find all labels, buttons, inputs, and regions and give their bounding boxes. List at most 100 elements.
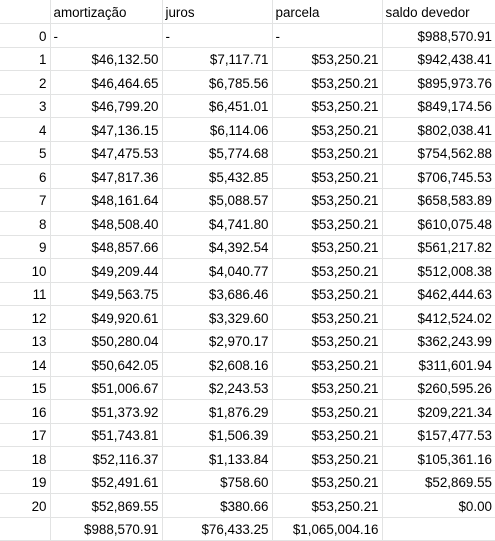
index-cell[interactable]: 15 <box>0 376 51 400</box>
parcela-cell[interactable]: $53,250.21 <box>272 70 383 95</box>
index-cell[interactable]: 20 <box>0 493 51 518</box>
parcela-cell[interactable]: $53,250.21 <box>272 329 383 353</box>
juros-cell[interactable]: $2,970.17 <box>162 329 273 353</box>
saldo-devedor-cell[interactable]: $610,075.48 <box>382 211 495 236</box>
index-cell[interactable]: 9 <box>0 235 51 259</box>
saldo-devedor-cell[interactable]: $802,038.41 <box>382 117 495 142</box>
amortizacao-cell[interactable]: $46,799.20 <box>50 94 163 118</box>
parcela-cell[interactable]: $53,250.21 <box>272 305 383 330</box>
juros-cell[interactable]: $7,117.71 <box>162 47 273 71</box>
index-cell[interactable]: 11 <box>0 282 51 306</box>
index-cell[interactable]: 2 <box>0 70 51 95</box>
index-cell[interactable]: 0 <box>0 23 51 48</box>
parcela-cell[interactable]: $53,250.21 <box>272 446 383 471</box>
index-cell[interactable]: 7 <box>0 188 51 212</box>
index-cell[interactable]: 5 <box>0 141 51 165</box>
parcela-cell[interactable]: $53,250.21 <box>272 235 383 259</box>
saldo-devedor-cell[interactable]: $260,595.26 <box>382 376 495 400</box>
total-amortizacao-cell[interactable]: $988,570.91 <box>50 517 163 541</box>
index-cell[interactable]: 3 <box>0 94 51 118</box>
parcela-cell[interactable]: $53,250.21 <box>272 47 383 71</box>
amortizacao-cell[interactable]: $47,136.15 <box>50 117 163 142</box>
saldo-devedor-cell[interactable]: $52,869.55 <box>382 470 495 494</box>
juros-cell[interactable]: $6,785.56 <box>162 70 273 95</box>
juros-cell[interactable]: $5,774.68 <box>162 141 273 165</box>
index-cell[interactable]: 12 <box>0 305 51 330</box>
parcela-cell[interactable]: $53,250.21 <box>272 94 383 118</box>
parcela-cell[interactable]: $53,250.21 <box>272 470 383 494</box>
parcela-cell[interactable]: $53,250.21 <box>272 423 383 447</box>
juros-cell[interactable]: $5,088.57 <box>162 188 273 212</box>
saldo-devedor-cell[interactable]: $706,745.53 <box>382 164 495 189</box>
parcela-cell[interactable]: $53,250.21 <box>272 211 383 236</box>
index-cell[interactable]: 16 <box>0 399 51 424</box>
saldo-devedor-cell[interactable]: $988,570.91 <box>382 23 495 48</box>
index-cell[interactable]: 19 <box>0 470 51 494</box>
saldo-devedor-cell[interactable]: $754,562.88 <box>382 141 495 165</box>
amortizacao-cell[interactable]: $48,161.64 <box>50 188 163 212</box>
index-cell[interactable]: 17 <box>0 423 51 447</box>
index-cell[interactable]: 13 <box>0 329 51 353</box>
juros-cell[interactable]: $1,506.39 <box>162 423 273 447</box>
saldo-devedor-cell[interactable]: $849,174.56 <box>382 94 495 118</box>
amortizacao-cell[interactable]: $51,373.92 <box>50 399 163 424</box>
juros-cell[interactable]: $3,329.60 <box>162 305 273 330</box>
parcela-cell[interactable]: $53,250.21 <box>272 352 383 377</box>
saldo-devedor-cell[interactable]: $362,243.99 <box>382 329 495 353</box>
amortizacao-cell[interactable]: $52,869.55 <box>50 493 163 518</box>
amortizacao-cell[interactable]: $47,817.36 <box>50 164 163 189</box>
juros-cell[interactable]: $4,741.80 <box>162 211 273 236</box>
parcela-cell[interactable]: $53,250.21 <box>272 376 383 400</box>
header-cell-saldo-devedor[interactable]: saldo devedor <box>382 0 495 24</box>
parcela-cell[interactable]: $53,250.21 <box>272 141 383 165</box>
total-parcela-cell[interactable]: $1,065,004.16 <box>272 517 383 541</box>
juros-cell[interactable]: $4,392.54 <box>162 235 273 259</box>
amortizacao-cell[interactable]: $49,563.75 <box>50 282 163 306</box>
index-cell[interactable]: 8 <box>0 211 51 236</box>
amortizacao-cell[interactable]: $48,857.66 <box>50 235 163 259</box>
juros-cell[interactable]: - <box>162 23 273 48</box>
juros-cell[interactable]: $2,243.53 <box>162 376 273 400</box>
saldo-devedor-cell[interactable]: $412,524.02 <box>382 305 495 330</box>
totals-empty-cell[interactable] <box>382 517 495 541</box>
saldo-devedor-cell[interactable]: $105,361.16 <box>382 446 495 471</box>
index-cell[interactable]: 18 <box>0 446 51 471</box>
saldo-devedor-cell[interactable]: $157,477.53 <box>382 423 495 447</box>
header-cell-parcela[interactable]: parcela <box>272 0 383 24</box>
amortizacao-cell[interactable]: $50,642.05 <box>50 352 163 377</box>
juros-cell[interactable]: $6,114.06 <box>162 117 273 142</box>
totals-empty-cell[interactable] <box>0 517 51 541</box>
saldo-devedor-cell[interactable]: $462,444.63 <box>382 282 495 306</box>
amortizacao-cell[interactable]: $51,006.67 <box>50 376 163 400</box>
header-cell-index[interactable] <box>0 0 51 24</box>
amortizacao-cell[interactable]: $51,743.81 <box>50 423 163 447</box>
juros-cell[interactable]: $758.60 <box>162 470 273 494</box>
juros-cell[interactable]: $1,133.84 <box>162 446 273 471</box>
juros-cell[interactable]: $1,876.29 <box>162 399 273 424</box>
header-cell-juros[interactable]: juros <box>162 0 273 24</box>
saldo-devedor-cell[interactable]: $942,438.41 <box>382 47 495 71</box>
juros-cell[interactable]: $6,451.01 <box>162 94 273 118</box>
saldo-devedor-cell[interactable]: $512,008.38 <box>382 258 495 283</box>
amortizacao-cell[interactable]: $50,280.04 <box>50 329 163 353</box>
amortizacao-cell[interactable]: $48,508.40 <box>50 211 163 236</box>
parcela-cell[interactable]: $53,250.21 <box>272 164 383 189</box>
parcela-cell[interactable]: $53,250.21 <box>272 282 383 306</box>
index-cell[interactable]: 4 <box>0 117 51 142</box>
index-cell[interactable]: 10 <box>0 258 51 283</box>
saldo-devedor-cell[interactable]: $561,217.82 <box>382 235 495 259</box>
amortizacao-cell[interactable]: $47,475.53 <box>50 141 163 165</box>
index-cell[interactable]: 6 <box>0 164 51 189</box>
saldo-devedor-cell[interactable]: $895,973.76 <box>382 70 495 95</box>
juros-cell[interactable]: $4,040.77 <box>162 258 273 283</box>
parcela-cell[interactable]: - <box>272 23 383 48</box>
amortizacao-cell[interactable]: $52,491.61 <box>50 470 163 494</box>
saldo-devedor-cell[interactable]: $0.00 <box>382 493 495 518</box>
saldo-devedor-cell[interactable]: $311,601.94 <box>382 352 495 377</box>
index-cell[interactable]: 14 <box>0 352 51 377</box>
juros-cell[interactable]: $5,432.85 <box>162 164 273 189</box>
amortizacao-cell[interactable]: - <box>50 23 163 48</box>
juros-cell[interactable]: $3,686.46 <box>162 282 273 306</box>
amortizacao-cell[interactable]: $46,464.65 <box>50 70 163 95</box>
parcela-cell[interactable]: $53,250.21 <box>272 399 383 424</box>
